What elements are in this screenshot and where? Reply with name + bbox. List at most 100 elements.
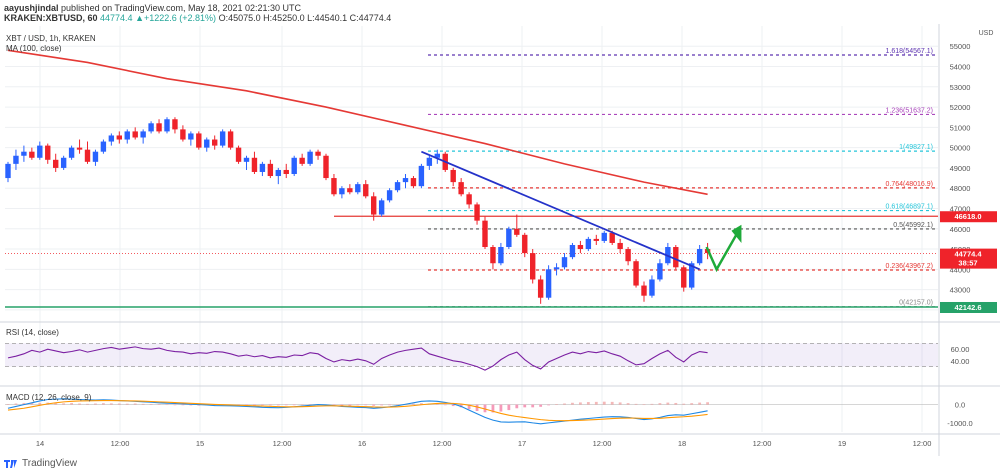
macd-histogram-bar: [165, 404, 169, 406]
candle-body: [673, 247, 679, 268]
candle-body: [29, 151, 35, 158]
time-tick-label: 18: [678, 439, 686, 448]
change-header: ▲+1222.6 (+2.81%): [135, 13, 217, 23]
candle-body: [219, 131, 226, 146]
price-tick-label: 50000: [950, 144, 971, 153]
candle-body: [601, 232, 607, 241]
price-tick-label: 53000: [950, 83, 971, 92]
macd-histogram-bar: [396, 404, 399, 406]
signal-line: [7, 400, 708, 422]
footer-brand: TradingView: [22, 458, 78, 469]
candle-body: [235, 147, 242, 162]
time-tick-label: 17: [518, 439, 526, 448]
price-tick-label: 48000: [950, 184, 971, 193]
macd-histogram-bar: [245, 404, 248, 406]
price-tick-label: 49000: [950, 164, 971, 173]
macd-histogram-bar: [181, 404, 185, 406]
candle-body: [657, 263, 663, 280]
macd-histogram-bar: [674, 402, 678, 405]
macd-pane: 0.0 -1000.0: [5, 398, 973, 428]
fib-level-label: 0.764(48016.9): [886, 181, 933, 188]
macd-histogram-bar: [78, 403, 81, 405]
macd-histogram-bar: [467, 404, 471, 410]
macd-histogram-bar: [706, 402, 709, 405]
macd-histogram-bar: [571, 402, 574, 405]
candle-body: [363, 184, 369, 197]
rsi-tick-label: 60.00: [951, 345, 970, 354]
macd-histogram-bar: [507, 404, 511, 411]
price-tick-label: 43000: [950, 286, 971, 295]
macd-histogram-bar: [380, 404, 384, 406]
time-tick-label: 14: [36, 439, 44, 448]
macd-histogram-bar: [682, 403, 686, 405]
candle-body: [172, 119, 178, 130]
fib-level-label: 1.236(51637.2): [886, 107, 933, 114]
macd-histogram-bar: [70, 402, 73, 405]
candle-body: [355, 184, 361, 193]
candle-body: [514, 228, 520, 235]
macd-histogram-bar: [372, 404, 376, 406]
candle-body: [649, 279, 655, 296]
candle-body: [378, 200, 385, 215]
candle-body: [267, 163, 274, 177]
candle-body: [196, 133, 202, 148]
candle-body: [45, 145, 51, 160]
time-tick-label: 16: [358, 439, 366, 448]
candle-body: [315, 151, 321, 156]
chart-canvas[interactable]: 1.618(54567.1) 1.236(51637.2) 1(49827.1) 0.…: [0, 20, 1000, 456]
macd-histogram-bar: [491, 404, 495, 413]
macd-histogram-bar: [364, 404, 368, 406]
candle-body: [140, 131, 146, 138]
candle-body: [188, 133, 194, 140]
candle-body: [156, 123, 162, 132]
candle-body: [307, 151, 313, 164]
candle-body: [394, 182, 401, 191]
candle-body: [180, 129, 186, 140]
macd-histogram-bar: [117, 403, 121, 405]
ma-100-line: [7, 49, 708, 196]
chart-header: aayushjindal published on TradingView.co…: [4, 3, 391, 23]
macd-histogram-bar: [14, 403, 18, 405]
candle-body: [116, 135, 122, 140]
price-tick-label: 55000: [950, 42, 971, 51]
candle-body: [13, 155, 19, 164]
macd-histogram-bar: [690, 403, 694, 405]
macd-histogram-bar: [435, 404, 439, 405]
candle-body: [633, 261, 639, 286]
resistance-tag-text: 46618.0: [954, 212, 981, 221]
macd-histogram-bar: [698, 402, 702, 405]
ohlc-header: O:45075.0 H:45250.0 L:44540.1 C:44774.4: [218, 13, 392, 23]
candle-body: [5, 163, 11, 179]
fib-level-label: 0.5(45992.1): [893, 222, 933, 229]
candle-body: [259, 163, 266, 172]
candle-body: [323, 155, 329, 179]
macd-histogram-bar: [6, 404, 10, 405]
macd-histogram-bar: [189, 404, 193, 406]
fib-level-label: 0.618(46897.1): [886, 204, 933, 211]
candle-body: [593, 238, 599, 241]
candle-body: [21, 151, 27, 156]
candles: [5, 117, 711, 304]
candle-body: [76, 147, 83, 150]
last-price-tag-text: 44774.4: [954, 250, 982, 259]
fib-level-label: 0(42157.0): [899, 300, 933, 307]
macd-histogram-bar: [332, 404, 336, 406]
price-legend-title: XBT / USD, 1h, KRAKEN: [6, 34, 96, 43]
candle-body: [410, 178, 417, 187]
time-tick-label: 12:00: [593, 439, 612, 448]
macd-histogram-bar: [125, 403, 129, 405]
macd-histogram-bar: [451, 404, 455, 407]
price-axis-unit: USD: [979, 30, 994, 37]
macd-histogram-bar: [276, 404, 280, 406]
macd-histogram-bar: [650, 403, 654, 405]
candle-body: [299, 157, 305, 164]
price-pane: 1.618(54567.1) 1.236(51637.2) 1(49827.1) 0.…: [5, 24, 997, 456]
candle-body: [474, 204, 480, 221]
macd-histogram-bar: [268, 404, 272, 406]
price-tick-label: 54000: [950, 63, 971, 72]
candle-body: [402, 178, 409, 183]
arrow-head: [731, 224, 742, 243]
macd-histogram-bar: [499, 404, 503, 412]
macd-histogram-bar: [642, 404, 646, 406]
candle-body: [371, 196, 377, 215]
